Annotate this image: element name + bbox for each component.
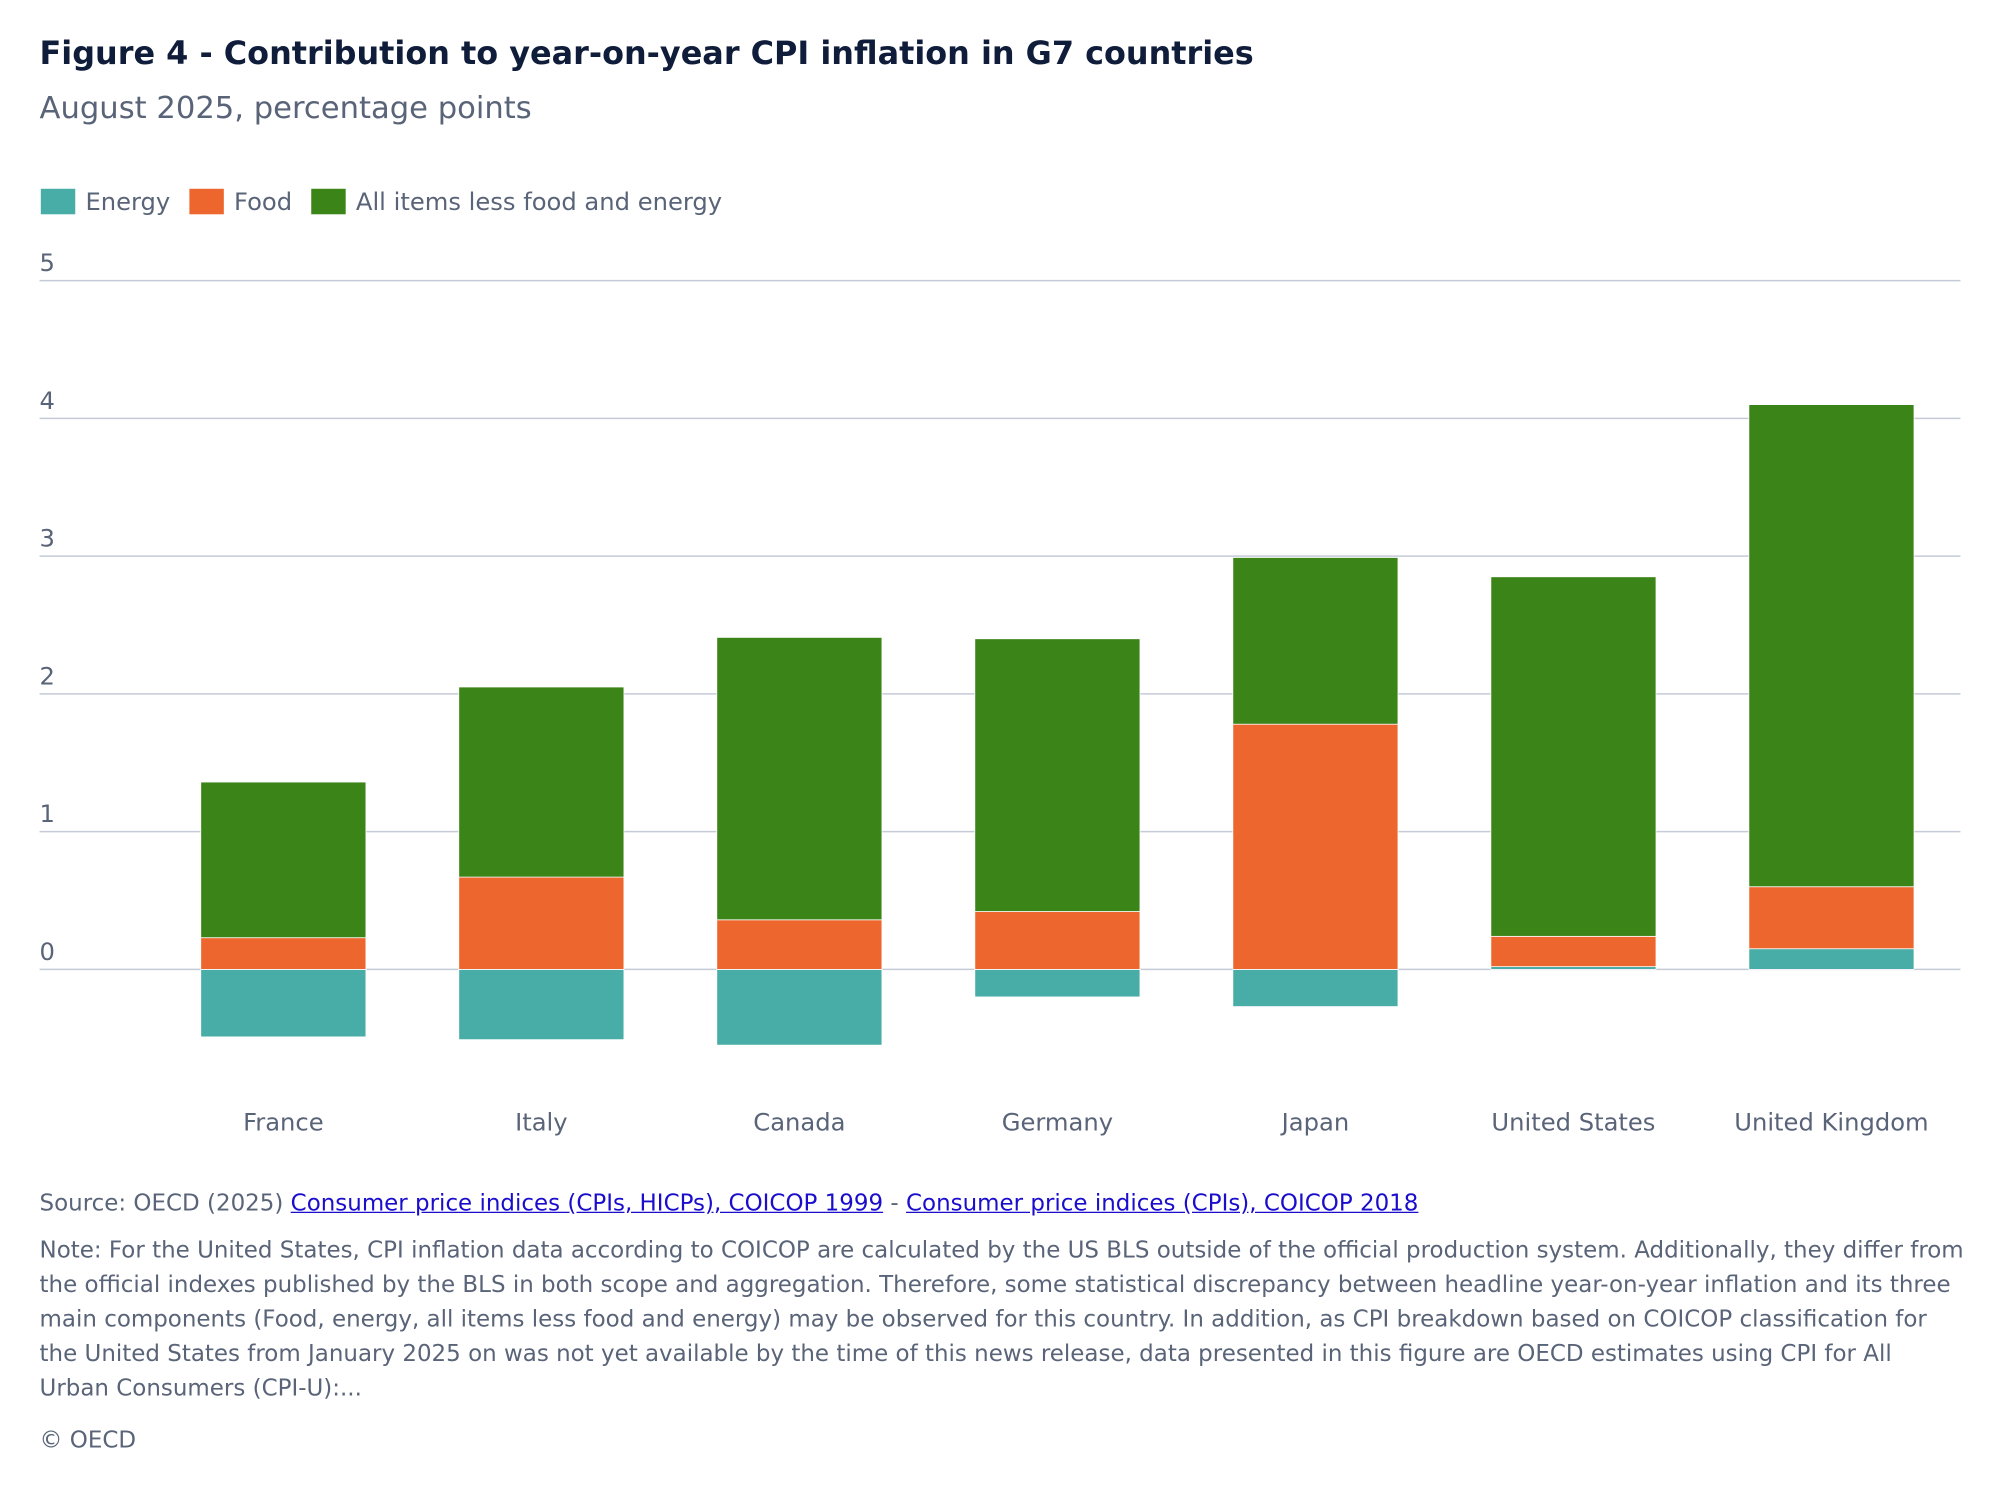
source-link[interactable]: Consumer price indices (CPIs, HICPs), CO… bbox=[290, 1190, 884, 1217]
bar-segment bbox=[458, 876, 625, 970]
legend-label: Energy bbox=[85, 188, 170, 216]
source-link[interactable]: Consumer price indices (CPIs), COICOP 20… bbox=[906, 1190, 1419, 1217]
y-tick-label: 4 bbox=[40, 387, 55, 415]
y-tick-label: 1 bbox=[40, 800, 55, 828]
legend-swatch bbox=[189, 188, 224, 215]
x-tick-label: Canada bbox=[753, 1109, 845, 1137]
bar-segment bbox=[716, 919, 883, 970]
legend-label: All items less food and energy bbox=[356, 188, 722, 216]
footer: Source: OECD (2025) Consumer price indic… bbox=[40, 1186, 1966, 1458]
bar-segment bbox=[1748, 886, 1915, 950]
footer-text: Source: OECD (2025) Consumer price indic… bbox=[40, 1186, 1966, 1458]
bar-segment bbox=[200, 969, 367, 1038]
y-tick-label: 2 bbox=[40, 662, 55, 690]
legend-swatch bbox=[40, 188, 76, 215]
bar-segment bbox=[974, 638, 1141, 912]
y-tick-label: 5 bbox=[40, 249, 55, 277]
x-tick-label: Germany bbox=[1002, 1109, 1113, 1137]
legend-swatch bbox=[311, 188, 346, 215]
bar-segment bbox=[716, 969, 883, 1046]
source: Source: OECD (2025) Consumer price indic… bbox=[40, 1186, 1966, 1220]
bar-segment bbox=[200, 937, 367, 970]
y-tick-label: 0 bbox=[40, 938, 55, 966]
source-prefix: Source: OECD (2025) bbox=[39, 1190, 284, 1217]
bar-segment bbox=[200, 781, 367, 939]
bar-segment bbox=[974, 911, 1141, 970]
bar-segment bbox=[716, 637, 883, 921]
x-tick-label: Italy bbox=[515, 1109, 568, 1137]
x-tick-label: Japan bbox=[1280, 1109, 1350, 1137]
note: Note: For the United States, CPI inflati… bbox=[39, 1237, 1964, 1402]
chart-title: Figure 4 - Contribution to year-on-year … bbox=[40, 34, 1254, 72]
bar-segment bbox=[1748, 404, 1915, 888]
x-tick-label: France bbox=[243, 1109, 324, 1137]
x-tick-label: United Kingdom bbox=[1734, 1109, 1928, 1137]
legend-label: Food bbox=[234, 188, 292, 216]
bar-segment bbox=[1748, 948, 1915, 970]
separator: - bbox=[890, 1190, 899, 1217]
y-tick-label: 3 bbox=[40, 525, 55, 553]
bar-segment bbox=[1232, 969, 1399, 1007]
bar-segment bbox=[458, 969, 625, 1041]
bar-segment bbox=[1490, 576, 1657, 937]
chart-subtitle: August 2025, percentage points bbox=[40, 91, 532, 126]
bar-segment bbox=[1490, 935, 1657, 968]
bar-segment bbox=[1490, 966, 1657, 970]
bar-segment bbox=[1232, 723, 1399, 970]
bar-segment bbox=[458, 686, 625, 878]
bar-segment bbox=[1232, 557, 1399, 725]
x-tick-label: United States bbox=[1491, 1109, 1655, 1137]
bar-segment bbox=[974, 969, 1141, 998]
copyright: © OECD bbox=[39, 1427, 137, 1455]
